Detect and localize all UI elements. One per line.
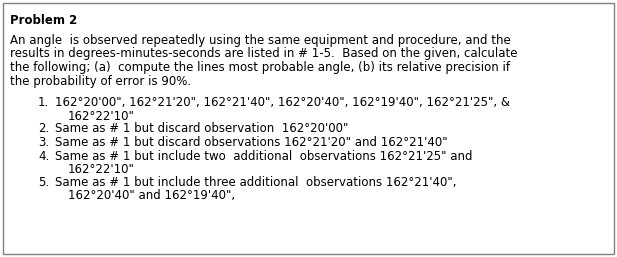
Text: Problem 2: Problem 2 xyxy=(10,14,77,27)
Text: An angle  is observed repeatedly using the same equipment and procedure, and the: An angle is observed repeatedly using th… xyxy=(10,34,511,47)
Text: 4.: 4. xyxy=(38,150,49,162)
Text: 1.: 1. xyxy=(38,96,49,109)
Text: Same as # 1 but discard observations 162°21'20" and 162°21'40": Same as # 1 but discard observations 162… xyxy=(55,136,447,149)
Text: 2.: 2. xyxy=(38,123,49,135)
Text: the probability of error is 90%.: the probability of error is 90%. xyxy=(10,75,191,87)
Text: 162°20'00", 162°21'20", 162°21'40", 162°20'40", 162°19'40", 162°21'25", &: 162°20'00", 162°21'20", 162°21'40", 162°… xyxy=(55,96,510,109)
Text: the following; (a)  compute the lines most probable angle, (b) its relative prec: the following; (a) compute the lines mos… xyxy=(10,61,510,74)
Text: Same as # 1 but include two  additional  observations 162°21'25" and: Same as # 1 but include two additional o… xyxy=(55,150,473,162)
Text: results in degrees-minutes-seconds are listed in # 1-5.  Based on the given, cal: results in degrees-minutes-seconds are l… xyxy=(10,48,518,60)
Text: Same as # 1 but include three additional  observations 162°21'40",: Same as # 1 but include three additional… xyxy=(55,176,457,189)
Text: 5.: 5. xyxy=(38,176,49,189)
Text: 3.: 3. xyxy=(38,136,49,149)
Text: 162°22'10": 162°22'10" xyxy=(68,163,135,176)
Text: Same as # 1 but discard observation  162°20'00": Same as # 1 but discard observation 162°… xyxy=(55,123,349,135)
Text: 162°22'10": 162°22'10" xyxy=(68,109,135,123)
Text: 162°20'40" and 162°19'40",: 162°20'40" and 162°19'40", xyxy=(68,189,235,203)
